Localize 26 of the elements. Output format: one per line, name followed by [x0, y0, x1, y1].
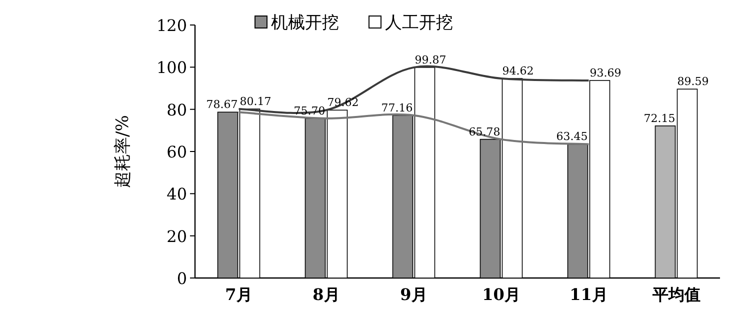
x-tick-label: 9月 [400, 285, 428, 304]
y-axis-title: 超耗率/% [113, 115, 133, 188]
data-label: 99.87 [414, 53, 446, 66]
y-tick-label: 100 [156, 58, 187, 78]
legend-label: 人工开挖 [385, 13, 453, 33]
legend-label: 机械开挖 [271, 13, 339, 33]
data-label: 89.59 [677, 75, 709, 88]
data-label: 78.67 [206, 98, 238, 112]
data-label: 65.78 [468, 125, 500, 138]
data-label: 63.45 [556, 130, 588, 144]
y-tick-label: 80 [166, 100, 187, 120]
data-label: 77.16 [381, 101, 413, 114]
x-tick-label: 11月 [570, 285, 608, 304]
y-tick-label: 120 [156, 16, 187, 35]
data-label: 93.69 [590, 66, 622, 80]
x-tick-label: 8月 [312, 285, 340, 304]
y-tick-label: 20 [166, 226, 187, 246]
x-tick-label: 10月 [482, 285, 520, 304]
y-tick-label: 0 [176, 269, 187, 288]
y-tick-label: 40 [166, 184, 187, 204]
data-label: 94.62 [502, 64, 534, 78]
x-tick-label: 平均值 [651, 285, 700, 304]
y-tick-label: 60 [166, 142, 187, 162]
data-label: 72.15 [644, 112, 676, 125]
x-tick-label: 7月 [225, 285, 252, 304]
data-label: 80.17 [240, 94, 272, 108]
